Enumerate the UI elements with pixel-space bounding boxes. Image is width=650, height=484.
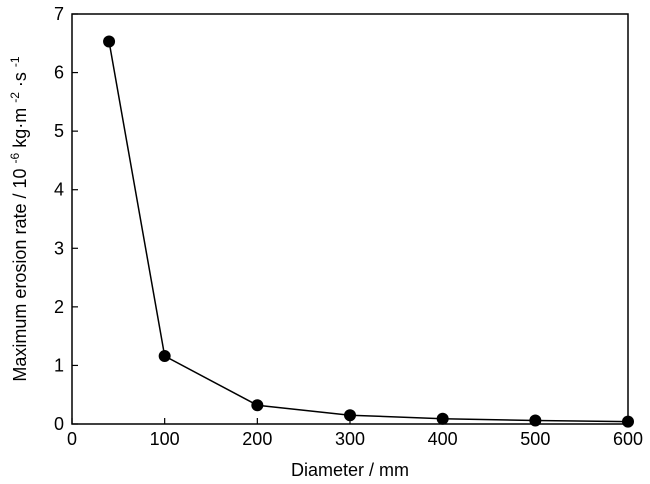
y-axis-ticks: 0 1 2 3 4 5 6 7 — [54, 4, 78, 434]
data-point — [103, 35, 116, 48]
x-tick-label: 200 — [242, 429, 272, 449]
y-axis-title-prefix: Maximum erosion rate / 10 — [10, 169, 30, 382]
y-tick-label: 7 — [54, 4, 64, 24]
y-tick-label: 4 — [54, 180, 64, 200]
data-point — [529, 414, 542, 427]
y-tick-label: 3 — [54, 238, 64, 258]
y-axis-title: Maximum erosion rate / 10 -6 kg·m -2 ·s … — [3, 56, 30, 382]
x-tick-label: 400 — [428, 429, 458, 449]
series-markers — [103, 35, 634, 428]
series-line-group — [108, 41, 629, 423]
y-axis-title-exp2: -2 — [8, 92, 22, 103]
data-point — [251, 399, 264, 412]
y-tick-label: 2 — [54, 297, 64, 317]
y-axis-title-exp3: -1 — [8, 56, 22, 67]
data-point — [622, 415, 634, 428]
data-point — [158, 350, 171, 363]
x-axis-ticks: 0 100 200 300 400 500 600 — [67, 418, 643, 449]
y-tick-label: 1 — [54, 355, 64, 375]
x-tick-label: 600 — [613, 429, 643, 449]
y-axis-title-mid2: ·s — [10, 72, 30, 87]
x-tick-label: 500 — [520, 429, 550, 449]
y-tick-label: 0 — [54, 414, 64, 434]
plot-frame — [71, 13, 629, 425]
data-point — [344, 409, 356, 422]
data-point — [436, 412, 449, 425]
x-tick-label: 100 — [150, 429, 180, 449]
x-axis-title: Diameter / mm — [291, 460, 409, 480]
x-tick-label: 300 — [335, 429, 365, 449]
x-tick-label: 0 — [67, 429, 77, 449]
y-axis-title-exp1: -6 — [8, 152, 22, 163]
y-axis-title-mid1: kg·m — [10, 108, 30, 148]
series-line — [108, 41, 629, 423]
y-tick-label: 5 — [54, 121, 64, 141]
y-tick-label: 6 — [54, 63, 64, 83]
